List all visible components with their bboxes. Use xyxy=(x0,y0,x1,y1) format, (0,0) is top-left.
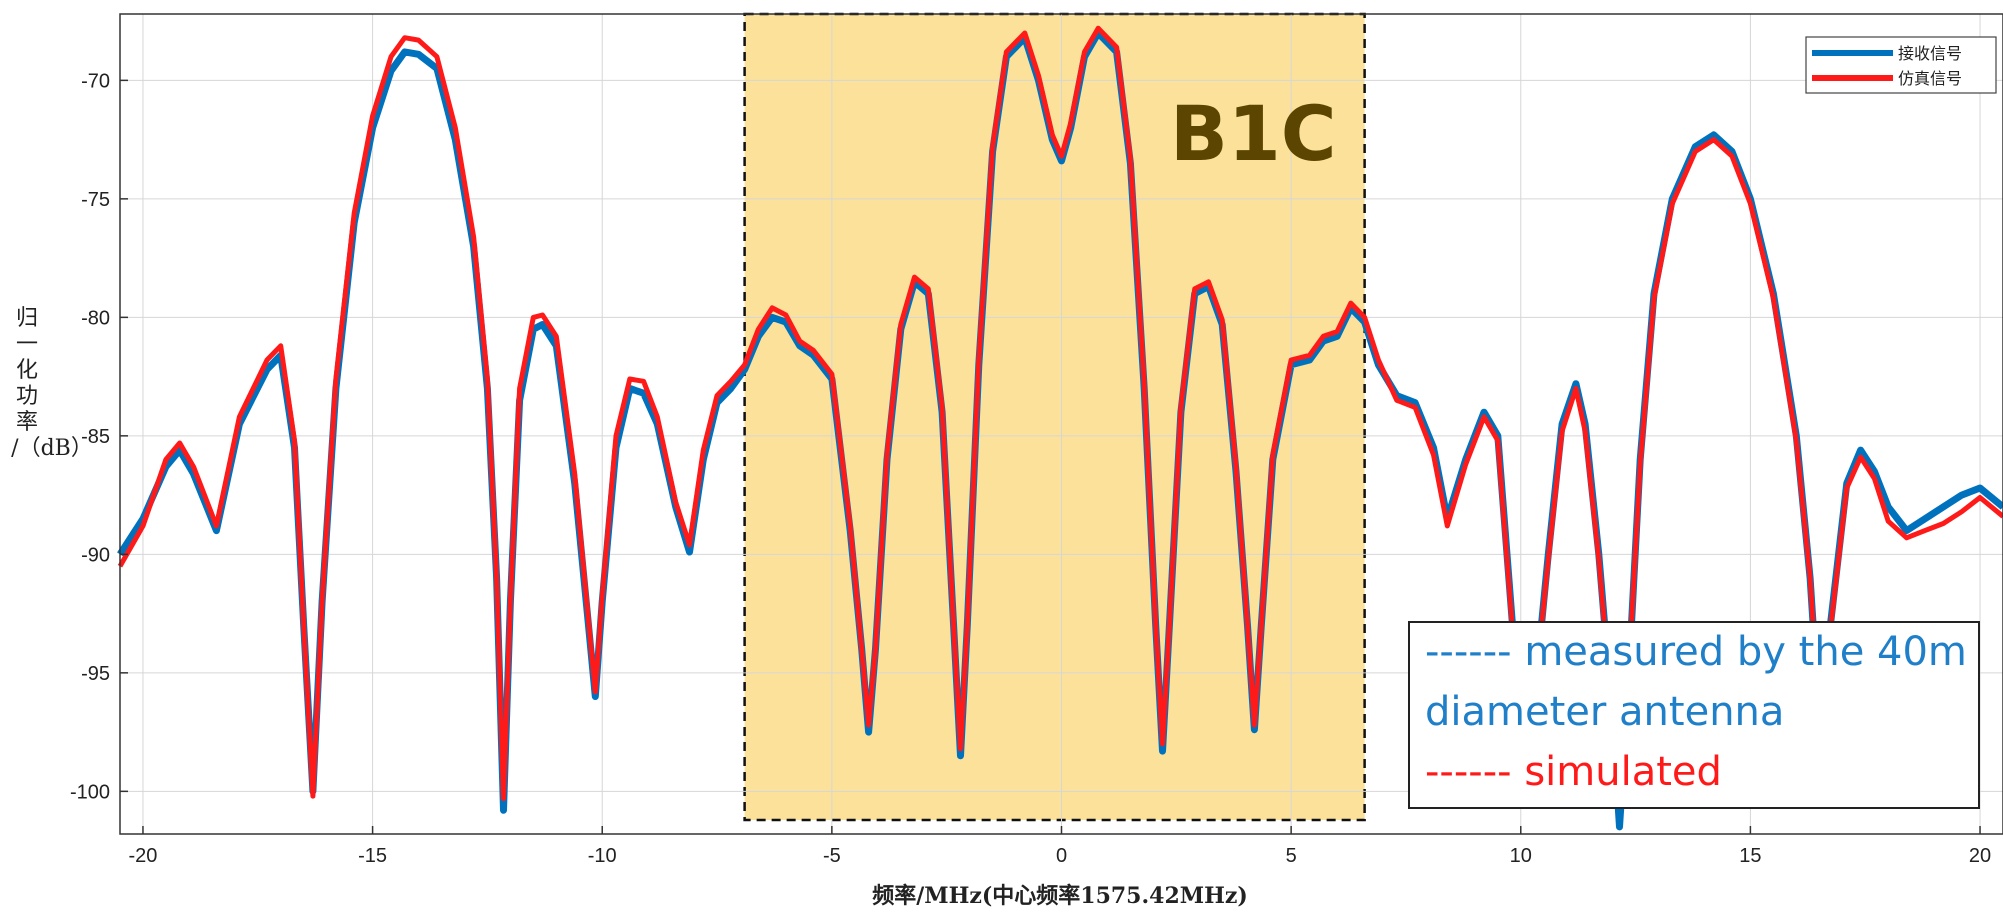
legend-label-simulated: 仿真信号 xyxy=(1898,69,1962,88)
x-tick-label: 0 xyxy=(1056,845,1067,867)
y-axis-title-part: 功 xyxy=(16,384,38,409)
y-axis-title-part: /（dB） xyxy=(11,436,93,461)
x-axis-title: 频率/MHz(中心频率1575.42MHz) xyxy=(872,883,1248,909)
annotation-line-measured: ------ measured by the 40m xyxy=(1425,629,1967,675)
annotation-frame xyxy=(1408,621,1980,809)
y-tick-label: -85 xyxy=(81,426,110,448)
y-tick-label: -90 xyxy=(81,544,110,566)
x-axis: -20 -15 -10 -5 0 5 10 15 20 xyxy=(129,826,1991,867)
legend-box xyxy=(1805,36,1997,94)
legend-label-measured: 接收信号 xyxy=(1898,44,1962,63)
y-tick-label: -70 xyxy=(81,70,110,92)
x-tick-label: -10 xyxy=(588,845,617,867)
legend: 接收信号 仿真信号 xyxy=(1805,36,1997,94)
annotation-line-antenna: diameter antenna xyxy=(1425,689,1784,735)
x-tick-label: 10 xyxy=(1510,845,1532,867)
y-axis-title-part: 化 xyxy=(16,358,38,383)
y-tick-label: -100 xyxy=(70,781,110,803)
x-tick-label: -20 xyxy=(129,845,158,867)
x-tick-label: -5 xyxy=(823,845,841,867)
y-tick-label: -95 xyxy=(81,663,110,685)
y-axis-title-part: 率 xyxy=(16,410,38,435)
annotation-box: ------ measured by the 40m diameter ante… xyxy=(1408,621,1980,809)
y-axis: -100 -95 -90 -85 -80 -75 -70 xyxy=(70,70,128,803)
y-tick-label: -75 xyxy=(81,189,110,211)
y-axis-title-part: 归 xyxy=(16,306,38,331)
y-tick-label: -80 xyxy=(81,307,110,329)
x-tick-label: 20 xyxy=(1969,845,1991,867)
x-tick-label: 5 xyxy=(1286,845,1297,867)
y-axis-title-part: 一 xyxy=(16,332,38,357)
x-tick-label: -15 xyxy=(358,845,387,867)
x-tick-label: 15 xyxy=(1739,845,1761,867)
region-label-b1c: B1C xyxy=(1170,89,1337,178)
annotation-line-simulated: ------ simulated xyxy=(1425,749,1722,795)
